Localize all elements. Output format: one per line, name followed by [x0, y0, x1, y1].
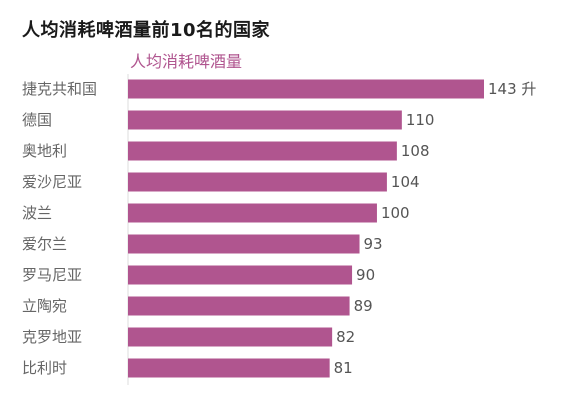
data-label: 108 — [401, 142, 430, 160]
bar — [128, 296, 350, 316]
data-label: 82 — [336, 328, 355, 346]
data-label: 89 — [354, 297, 373, 315]
bar — [128, 79, 484, 99]
bar — [128, 358, 330, 378]
bar — [128, 110, 402, 130]
data-label: 143 升 — [488, 80, 536, 98]
data-label: 110 — [406, 111, 435, 129]
chart-subtitle: 人均消耗啤酒量 — [130, 52, 243, 71]
bar — [128, 141, 397, 161]
category-label: 爱尔兰 — [22, 235, 67, 253]
bar — [128, 327, 333, 347]
category-label: 克罗地亚 — [22, 328, 82, 346]
bar — [128, 203, 377, 223]
bar — [128, 234, 360, 254]
category-label: 奥地利 — [22, 142, 67, 160]
category-label: 爱沙尼亚 — [22, 173, 82, 191]
bar — [128, 265, 353, 285]
category-label: 比利时 — [22, 359, 67, 377]
data-label: 81 — [334, 359, 353, 377]
category-label: 立陶宛 — [22, 297, 67, 315]
data-label: 104 — [391, 173, 420, 191]
category-label: 罗马尼亚 — [22, 266, 82, 284]
category-label: 波兰 — [22, 204, 52, 222]
chart-title: 人均消耗啤酒量前10名的国家 — [22, 20, 271, 41]
data-label: 90 — [356, 266, 375, 284]
bar — [128, 172, 387, 192]
data-label: 100 — [381, 204, 410, 222]
data-label: 93 — [364, 235, 383, 253]
category-label: 捷克共和国 — [22, 80, 97, 98]
category-label: 德国 — [22, 111, 52, 129]
